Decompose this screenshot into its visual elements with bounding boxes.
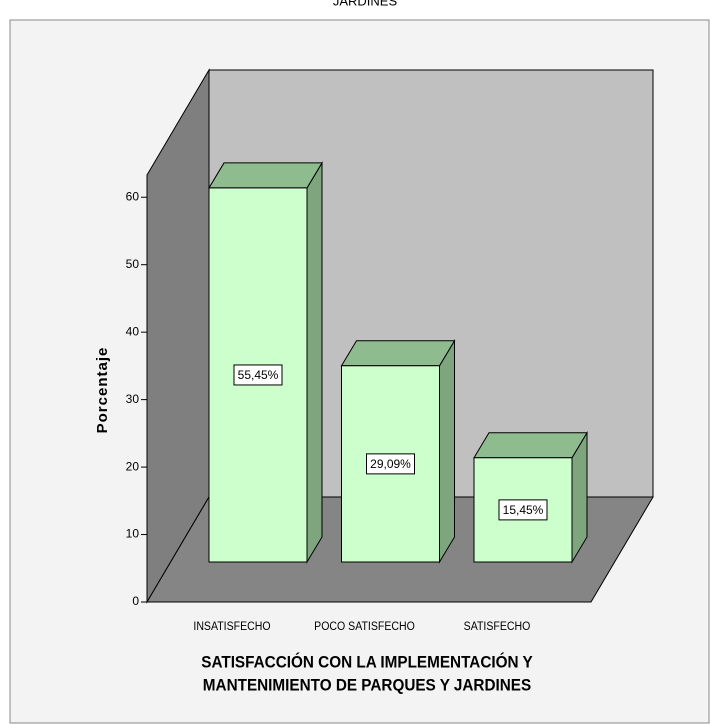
y-tick-label: 20 — [126, 459, 140, 473]
y-axis-title: Porcentaje — [94, 347, 111, 434]
bar-side — [306, 161, 323, 564]
bar-side — [439, 338, 455, 564]
x-tick-label: INSATISFECHO — [193, 621, 270, 634]
y-tick-label: 30 — [126, 392, 140, 406]
value-label: 15,45% — [503, 503, 544, 517]
x-tick-label: POCO SATISFECHO — [314, 621, 415, 634]
value-label: 55,45% — [238, 368, 279, 382]
x-axis-title: SATISFACCIÓN CON LA IMPLEMENTACIÓN Y — [201, 652, 533, 672]
bar-top — [340, 340, 456, 367]
y-tick-label: 60 — [126, 189, 140, 203]
x-tick-label: SATISFECHO — [464, 621, 531, 634]
value-label-box — [498, 499, 548, 521]
y-tick-label: 10 — [126, 527, 140, 541]
chart-title: JARDINES — [333, 0, 398, 8]
value-label-box — [233, 364, 283, 386]
bar-top — [208, 162, 323, 189]
y-tick-label: 50 — [126, 257, 140, 271]
y-tick-label: 40 — [126, 324, 140, 338]
value-label-box — [366, 453, 415, 475]
x-axis-title: MANTENIMIENTO DE PARQUES Y JARDINES — [203, 676, 532, 695]
y-tick-label: 0 — [132, 594, 139, 608]
value-label: 29,09% — [370, 457, 411, 471]
bar-top — [473, 432, 588, 459]
